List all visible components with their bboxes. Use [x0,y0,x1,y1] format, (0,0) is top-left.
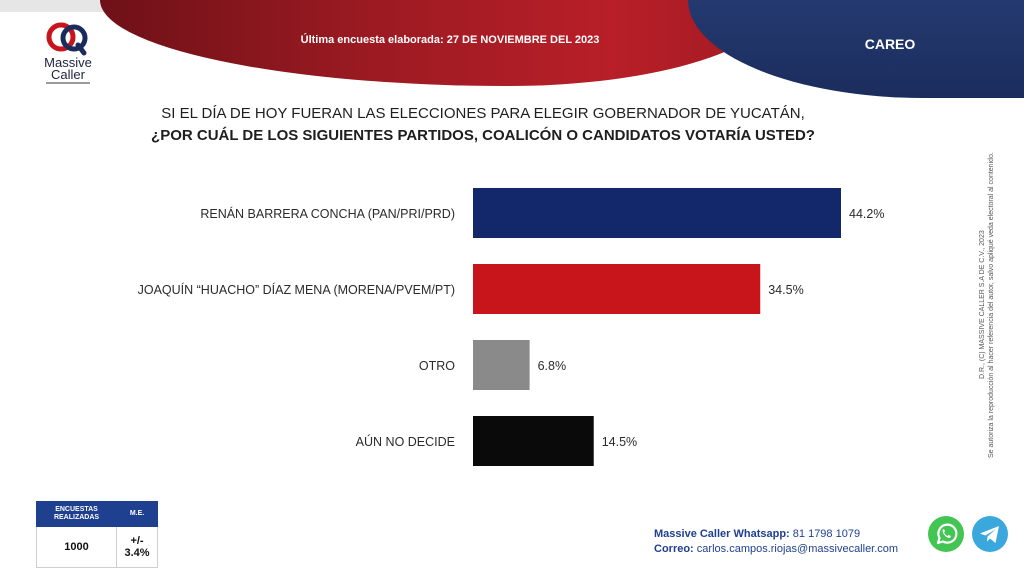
question-line1: SI EL DÍA DE HOY FUERAN LAS ELECCIONES P… [161,105,805,122]
bar [473,416,594,466]
value-label: 34.5% [768,283,803,297]
question-line2: ¿POR CUÁL DE LOS SIGUIENTES PARTIDOS, CO… [151,127,815,144]
stats-header-margin: M.E. [116,501,158,527]
survey-date-text: Última encuesta elaborada: 27 DE NOVIEMB… [300,34,600,46]
logo-underline [46,82,90,84]
contact-whatsapp: Massive Caller Whatsapp: 81 1798 1079 [654,527,898,542]
logo-line2: Caller [51,67,85,82]
contact-info: Massive Caller Whatsapp: 81 1798 1079 Co… [654,527,898,557]
email-address[interactable]: carlos.campos.riojas@massivecaller.com [696,543,899,555]
logo-icon [46,22,88,56]
stats-table: ENCUESTAS REALIZADAS M.E. 1000 +/- 3.4% [35,501,158,568]
value-label: 6.8% [538,359,567,373]
copyright-note: D.R., (C) MASSIVE CALLER S.A DE C.V., 20… [978,130,1008,480]
section-title: CAREO [864,36,916,52]
bar [473,264,761,314]
bar [473,340,530,390]
telegram-icon[interactable] [972,516,1008,552]
stats-value-surveys: 1000 [35,526,118,568]
email-label: Correo: [654,543,694,555]
survey-stats: ENCUESTAS REALIZADAS M.E. 1000 +/- 3.4% [35,501,158,568]
logo-text: Massive Caller [28,55,108,82]
bar-chart: RENÁN BARRERA CONCHA (PAN/PRI/PRD) 44.2% J… [138,188,884,466]
question: SI EL DÍA DE HOY FUERAN LAS ELECCIONES P… [0,103,966,147]
copyright-line2: Se autoriza la reproducción al hacer ref… [988,152,995,458]
stats-value-margin: +/- 3.4% [116,526,158,568]
value-label: 14.5% [602,435,637,449]
value-label: 44.2% [849,207,884,221]
bar [473,188,841,238]
contact-email: Correo: carlos.campos.riojas@massivecall… [654,542,898,557]
category-label: RENÁN BARRERA CONCHA (PAN/PRI/PRD) [200,206,455,221]
category-label: OTRO [419,359,455,373]
logo: Massive Caller [28,20,108,90]
stats-header-surveys: ENCUESTAS REALIZADAS [35,501,118,527]
copyright-line1: D.R., (C) MASSIVE CALLER S.A DE C.V., 20… [979,230,986,380]
category-label: AÚN NO DECIDE [356,434,455,449]
logo-line1: Massive [44,55,92,70]
category-label: JOAQUÍN “HUACHO” DÍAZ MENA (MORENA/PVEM/… [138,282,455,297]
whatsapp-icon[interactable] [928,516,964,552]
whatsapp-label: Massive Caller Whatsapp: [654,528,790,540]
whatsapp-number: 81 1798 1079 [792,528,861,540]
